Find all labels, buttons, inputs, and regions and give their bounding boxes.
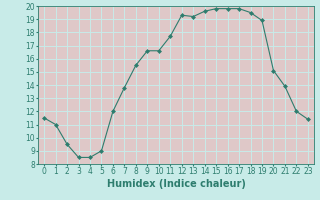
- X-axis label: Humidex (Indice chaleur): Humidex (Indice chaleur): [107, 179, 245, 189]
